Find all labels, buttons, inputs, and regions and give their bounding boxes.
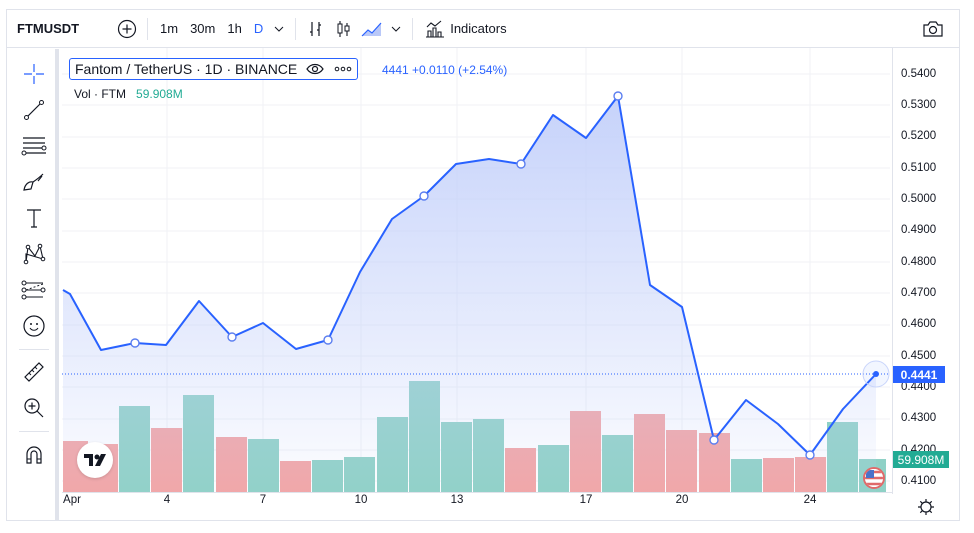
screenshot-button[interactable] bbox=[919, 15, 947, 43]
gear-icon bbox=[918, 499, 934, 515]
market-region-flag[interactable] bbox=[863, 467, 885, 489]
crosshair-icon bbox=[24, 64, 44, 84]
chevron-down-icon bbox=[391, 26, 401, 32]
price-area bbox=[63, 96, 876, 492]
brush-icon bbox=[23, 173, 44, 191]
time-label: 7 bbox=[259, 494, 267, 506]
volume-label: Vol · FTM bbox=[74, 87, 127, 101]
drawing-toolbar bbox=[7, 49, 59, 520]
interval-30m[interactable]: 30m bbox=[190, 21, 216, 36]
indicators-button[interactable]: Indicators bbox=[419, 15, 512, 43]
price-axis[interactable]: 0.5400 0.5300 0.5200 0.5100 0.5000 0.490… bbox=[892, 48, 960, 494]
divider bbox=[412, 17, 414, 40]
price-label: 0.4700 bbox=[901, 287, 937, 299]
fib-retracement-icon bbox=[21, 137, 47, 156]
chart-type-dropdown[interactable] bbox=[386, 15, 406, 43]
time-axis[interactable] bbox=[62, 492, 892, 520]
volume-legend[interactable]: Vol · FTM 59.908M bbox=[74, 87, 183, 101]
legend-title: Fantom / TetherUS · 1D · BINANCE bbox=[75, 61, 298, 77]
prediction-tool[interactable] bbox=[20, 276, 48, 304]
interval-1d[interactable]: D bbox=[253, 21, 264, 36]
interval-1m[interactable]: 1m bbox=[160, 21, 179, 36]
price-label: 0.4400 bbox=[901, 381, 937, 393]
area-chart-icon bbox=[361, 22, 382, 36]
symbol-search[interactable]: FTMUSDT bbox=[17, 21, 80, 36]
crosshair-tool[interactable] bbox=[20, 60, 48, 88]
zoom-in-icon bbox=[24, 398, 44, 418]
ruler-icon bbox=[24, 362, 44, 382]
add-symbol-icon bbox=[117, 19, 137, 38]
indicators-icon bbox=[426, 20, 445, 38]
legend-values: 4441 +0.0110 (+2.54%) bbox=[382, 63, 508, 77]
divider bbox=[147, 17, 148, 40]
trend-line-icon bbox=[24, 100, 44, 120]
indicators-label: Indicators bbox=[450, 21, 507, 36]
candles-chart-button[interactable] bbox=[330, 15, 358, 43]
volume-value: 59.908M bbox=[136, 87, 183, 101]
divider bbox=[19, 431, 49, 432]
price-line bbox=[62, 95, 877, 456]
candles-icon bbox=[337, 20, 350, 37]
text-icon bbox=[27, 209, 41, 228]
time-label: 13 bbox=[450, 494, 464, 506]
camera-icon bbox=[923, 20, 943, 37]
divider bbox=[295, 17, 297, 40]
price-label: 0.4300 bbox=[901, 412, 937, 424]
price-label: 0.4100 bbox=[901, 475, 937, 487]
brush-tool[interactable] bbox=[20, 168, 48, 196]
price-label: 0.5300 bbox=[901, 99, 937, 111]
prediction-icon bbox=[21, 280, 46, 300]
divider bbox=[19, 349, 49, 350]
bars-chart-button[interactable] bbox=[302, 15, 330, 43]
emoji-icon bbox=[23, 315, 45, 337]
price-label: 0.5000 bbox=[901, 193, 937, 205]
volume-tag: 59.908M bbox=[893, 451, 949, 468]
price-label: 0.5400 bbox=[901, 68, 937, 80]
trend-line-tool[interactable] bbox=[20, 96, 48, 124]
top-toolbar: FTMUSDT 1m 30m 1h D Indicators bbox=[7, 10, 959, 48]
emoji-tool[interactable] bbox=[20, 312, 48, 340]
eye-icon[interactable] bbox=[306, 63, 324, 75]
price-label: 0.4600 bbox=[901, 318, 937, 330]
more-options-icon[interactable] bbox=[334, 66, 352, 72]
bar-chart-icon bbox=[310, 21, 322, 36]
pattern-tool[interactable] bbox=[20, 240, 48, 268]
area-chart-button[interactable] bbox=[358, 15, 386, 43]
time-label: 20 bbox=[675, 494, 689, 506]
time-label: 17 bbox=[579, 494, 593, 506]
price-label: 0.5200 bbox=[901, 130, 937, 142]
price-label: 0.4900 bbox=[901, 224, 937, 236]
time-label: 24 bbox=[803, 494, 817, 506]
measure-tool[interactable] bbox=[20, 358, 48, 386]
fib-tool[interactable] bbox=[20, 132, 48, 160]
price-label: 0.4500 bbox=[901, 350, 937, 362]
symbol-legend[interactable]: Fantom / TetherUS · 1D · BINANCE bbox=[69, 58, 359, 80]
interval-1h[interactable]: 1h bbox=[227, 21, 242, 36]
text-tool[interactable] bbox=[20, 204, 48, 232]
price-label: 0.4800 bbox=[901, 256, 937, 268]
data-markers bbox=[130, 91, 815, 460]
zoom-in-tool[interactable] bbox=[20, 394, 48, 422]
chevron-down-icon bbox=[274, 26, 284, 32]
pattern-icon bbox=[23, 243, 46, 265]
add-symbol-button[interactable] bbox=[113, 15, 141, 43]
magnet-icon bbox=[26, 446, 42, 464]
chart-settings-button[interactable] bbox=[916, 497, 936, 517]
time-label: 4 bbox=[163, 494, 171, 506]
price-label: 0.5100 bbox=[901, 162, 937, 174]
last-price-tag: 0.4441 bbox=[893, 366, 945, 383]
tradingview-logo[interactable] bbox=[77, 442, 113, 478]
magnet-tool[interactable] bbox=[20, 441, 48, 469]
interval-dropdown[interactable] bbox=[269, 15, 289, 43]
tradingview-logo-icon bbox=[84, 454, 106, 466]
time-label: Apr bbox=[63, 494, 81, 506]
us-flag-icon bbox=[865, 469, 883, 487]
time-label: 10 bbox=[354, 494, 368, 506]
